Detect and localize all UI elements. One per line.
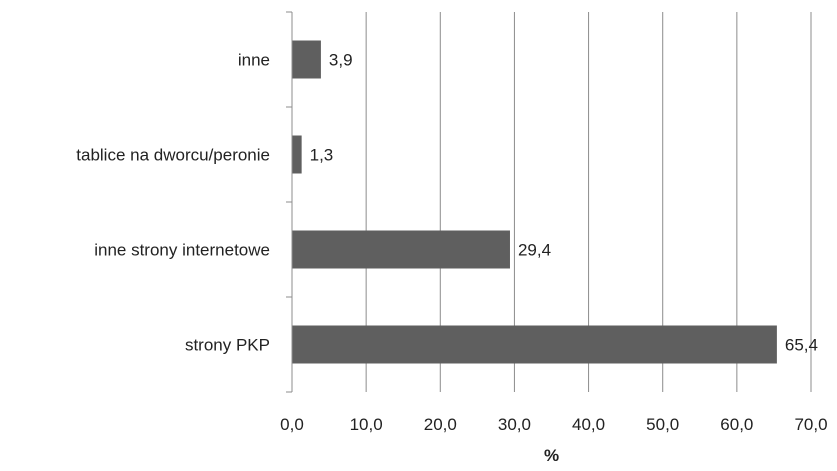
x-tick-label: 60,0 [720,415,753,434]
x-axis-title: % [544,446,559,465]
data-label: 65,4 [785,336,818,355]
bars [292,40,777,364]
x-tick-label: 10,0 [350,415,383,434]
data-label: 29,4 [518,241,551,260]
grid-lines [365,12,812,392]
x-tick-label: 50,0 [646,415,679,434]
data-label: 3,9 [329,51,353,70]
category-label: tablice na dworcu/peronie [76,146,270,165]
bar [292,135,302,174]
data-label: 1,3 [310,146,334,165]
category-label: inne [238,51,270,70]
x-tick-label: 0,0 [280,415,304,434]
category-labels: inne tablice na dworcu/peronie inne strony… [76,51,270,355]
axes [286,11,293,393]
bar [292,230,510,269]
x-tick-label: 30,0 [498,415,531,434]
category-label: strony PKP [185,336,270,355]
x-tick-label: 40,0 [572,415,605,434]
bar [292,40,321,79]
bar [292,325,777,364]
x-tick-label: 70,0 [794,415,827,434]
category-label: inne strony internetowe [94,241,270,260]
tick-labels: 0,0 10,0 20,0 30,0 40,0 50,0 60,0 70,0 [280,415,827,434]
data-labels: 3,9 1,3 29,4 65,4 [310,51,818,355]
x-tick-label: 20,0 [424,415,457,434]
